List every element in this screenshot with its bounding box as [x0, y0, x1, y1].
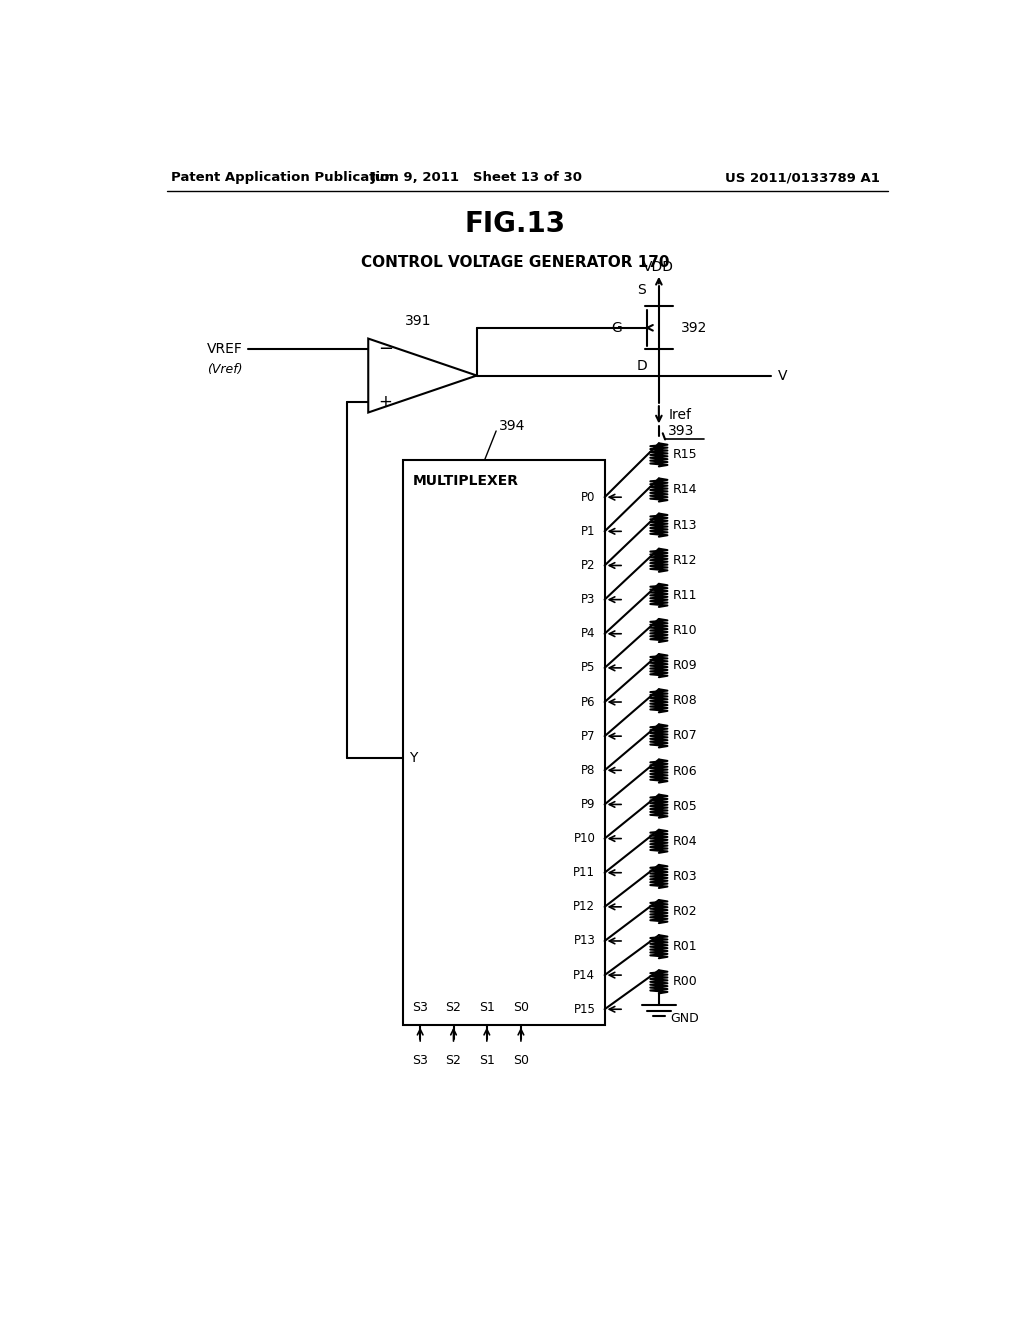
Text: S3: S3	[413, 1001, 428, 1014]
Text: R01: R01	[673, 940, 697, 953]
Text: P1: P1	[581, 525, 595, 537]
Text: R08: R08	[673, 694, 697, 708]
Text: Patent Application Publication: Patent Application Publication	[171, 172, 398, 185]
Text: S1: S1	[479, 1001, 495, 1014]
Text: P6: P6	[581, 696, 595, 709]
Text: VDD: VDD	[643, 260, 675, 275]
Text: P5: P5	[581, 661, 595, 675]
Text: R05: R05	[673, 800, 697, 813]
Text: R07: R07	[673, 730, 697, 742]
Text: −: −	[378, 341, 393, 358]
Text: 392: 392	[681, 321, 707, 335]
Text: 394: 394	[499, 420, 525, 433]
Text: +: +	[378, 393, 392, 411]
Text: R13: R13	[673, 519, 697, 532]
Text: CONTROL VOLTAGE GENERATOR 170: CONTROL VOLTAGE GENERATOR 170	[361, 255, 670, 269]
Text: R11: R11	[673, 589, 697, 602]
Text: GND: GND	[671, 1012, 699, 1026]
Bar	[403, 461, 604, 1024]
Text: P3: P3	[581, 593, 595, 606]
Text: S2: S2	[445, 1053, 462, 1067]
Text: (Vref): (Vref)	[207, 363, 243, 376]
Text: P12: P12	[573, 900, 595, 913]
Text: R10: R10	[673, 624, 697, 638]
Text: P0: P0	[581, 491, 595, 504]
Text: P10: P10	[573, 832, 595, 845]
Text: R04: R04	[673, 834, 697, 847]
Text: R14: R14	[673, 483, 697, 496]
Text: 393: 393	[669, 424, 694, 438]
Text: Iref: Iref	[669, 408, 692, 422]
Text: FIG.13: FIG.13	[465, 210, 566, 238]
Text: R09: R09	[673, 659, 697, 672]
Text: S0: S0	[513, 1001, 529, 1014]
Text: P11: P11	[573, 866, 595, 879]
Text: 391: 391	[406, 314, 432, 327]
Text: R06: R06	[673, 764, 697, 777]
Text: S0: S0	[513, 1053, 529, 1067]
Text: R02: R02	[673, 906, 697, 917]
Text: P14: P14	[573, 969, 595, 982]
Text: P4: P4	[581, 627, 595, 640]
Text: MULTIPLEXER: MULTIPLEXER	[413, 474, 518, 488]
Text: R15: R15	[673, 449, 697, 462]
Text: V: V	[777, 368, 787, 383]
Text: Y: Y	[410, 751, 418, 764]
Text: P8: P8	[581, 764, 595, 776]
Text: US 2011/0133789 A1: US 2011/0133789 A1	[725, 172, 880, 185]
Text: P13: P13	[573, 935, 595, 948]
Text: P7: P7	[581, 730, 595, 743]
Text: P9: P9	[581, 797, 595, 810]
Text: G: G	[611, 321, 622, 335]
Text: VREF: VREF	[207, 342, 243, 356]
Text: S: S	[638, 282, 646, 297]
Text: R00: R00	[673, 975, 697, 989]
Text: R12: R12	[673, 554, 697, 566]
Text: P2: P2	[581, 558, 595, 572]
Text: P15: P15	[573, 1003, 595, 1016]
Text: R03: R03	[673, 870, 697, 883]
Text: Jun. 9, 2011   Sheet 13 of 30: Jun. 9, 2011 Sheet 13 of 30	[371, 172, 583, 185]
Text: S1: S1	[479, 1053, 495, 1067]
Text: S2: S2	[445, 1001, 462, 1014]
Text: S3: S3	[413, 1053, 428, 1067]
Text: D: D	[637, 359, 647, 372]
